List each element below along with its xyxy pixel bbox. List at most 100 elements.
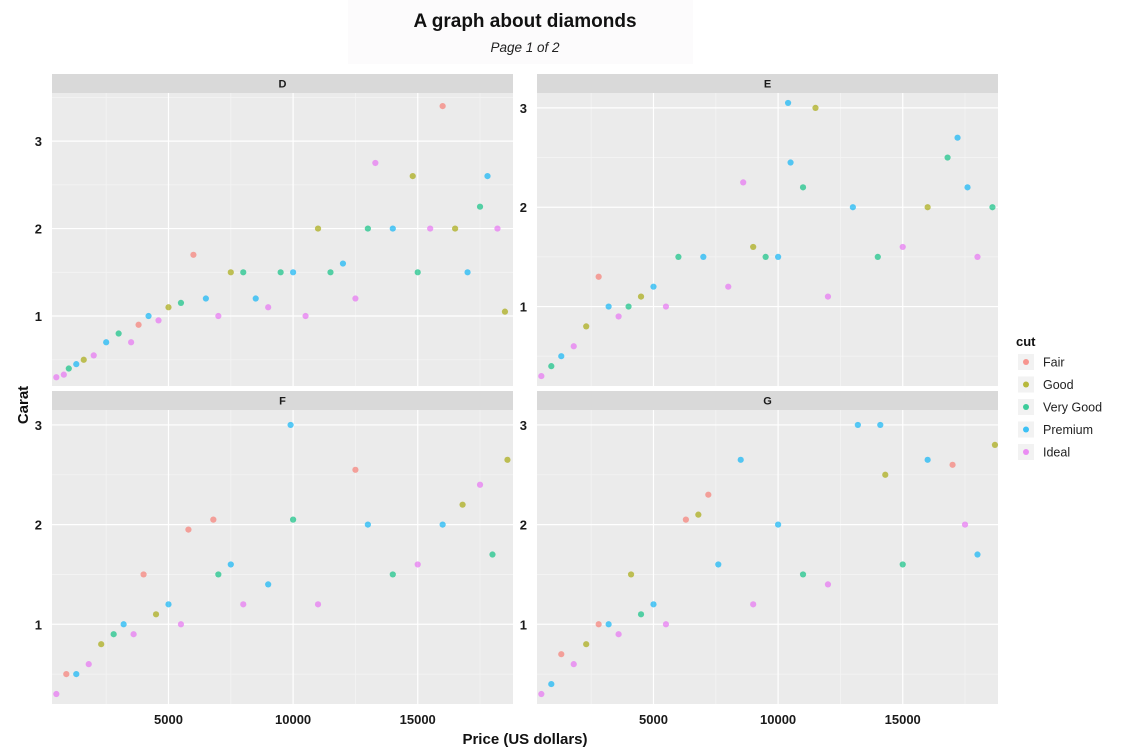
data-point (740, 179, 747, 186)
data-point (494, 225, 501, 232)
legend-label: Ideal (1043, 446, 1070, 460)
data-point (414, 269, 421, 276)
data-point (812, 104, 819, 111)
panel-background (537, 410, 998, 704)
data-point (899, 561, 906, 568)
y-tick-label: 2 (520, 200, 527, 215)
y-tick-label: 3 (520, 418, 527, 433)
y-tick-label: 2 (35, 222, 42, 237)
data-point (787, 159, 794, 166)
facet-strip-label: D (279, 79, 287, 91)
data-point (961, 521, 969, 528)
data-point (227, 561, 234, 568)
data-point (775, 521, 782, 528)
legend-swatch (1023, 426, 1029, 433)
x-tick-label: 10000 (275, 712, 311, 727)
data-point (120, 621, 127, 628)
data-point (824, 293, 832, 300)
data-point (558, 353, 565, 360)
data-point (210, 516, 217, 523)
facet-panel-d: D 1 2 3 (35, 74, 513, 386)
data-point (389, 571, 396, 578)
data-point (177, 299, 185, 307)
data-point (662, 621, 670, 628)
data-point (85, 661, 92, 668)
data-point (290, 516, 297, 523)
data-point (128, 339, 135, 346)
data-point (140, 571, 147, 578)
y-tick-label: 3 (35, 418, 42, 433)
data-point (504, 456, 511, 463)
y-tick-label: 3 (520, 101, 527, 116)
y-tick-label: 1 (35, 309, 42, 324)
data-point (662, 303, 670, 310)
data-point (570, 343, 577, 350)
data-point (240, 269, 247, 276)
facet-strip (52, 391, 513, 410)
y-tick-label: 1 (520, 617, 527, 632)
data-point (899, 243, 906, 251)
data-point (185, 526, 192, 533)
data-point (327, 269, 334, 276)
legend-swatch (1023, 359, 1029, 365)
legend-label: Good (1043, 378, 1074, 392)
data-point (476, 481, 484, 488)
x-tick-label: 10000 (760, 712, 796, 727)
data-point (227, 269, 234, 276)
y-tick-label: 1 (520, 300, 527, 315)
data-point (650, 601, 657, 608)
data-point (625, 303, 632, 310)
y-tick-label: 1 (35, 617, 42, 632)
legend-entry: Ideal (1018, 444, 1070, 460)
data-point (73, 361, 80, 368)
data-point (715, 561, 722, 568)
data-point (725, 283, 732, 290)
y-tick-label: 2 (35, 518, 42, 533)
data-point (924, 204, 931, 211)
data-point (750, 601, 757, 608)
data-point (944, 154, 951, 161)
data-point (605, 621, 612, 628)
data-point (924, 456, 931, 463)
data-point (265, 581, 272, 588)
data-point (290, 269, 297, 276)
data-point (682, 516, 689, 523)
chart-title: A graph about diamonds (413, 11, 636, 32)
points (538, 99, 996, 380)
legend-entry: Very Good (1018, 399, 1102, 415)
facet-panel-g: G 1 2 3 5000 10000 15000 (520, 391, 999, 727)
data-point (854, 421, 861, 429)
data-point (949, 461, 956, 468)
data-point (637, 293, 645, 300)
data-point (63, 671, 70, 678)
data-point (583, 641, 590, 648)
data-point (439, 103, 446, 110)
data-point (637, 611, 645, 618)
x-tick-label: 5000 (639, 712, 668, 727)
data-point (80, 356, 87, 363)
data-point (799, 571, 807, 578)
data-point (784, 99, 792, 107)
points (53, 421, 511, 698)
panel-background (537, 93, 998, 386)
data-point (605, 303, 612, 310)
data-point (53, 690, 60, 698)
data-point (824, 581, 832, 588)
data-point (90, 352, 97, 359)
panel-background (52, 93, 513, 386)
data-point (372, 159, 379, 167)
data-point (409, 172, 416, 180)
data-point (190, 251, 197, 258)
facet-strip (52, 74, 513, 93)
data-point (476, 203, 484, 210)
data-point (615, 313, 622, 320)
data-point (452, 225, 459, 232)
data-point (750, 243, 757, 251)
data-point (627, 571, 635, 578)
legend-label: Premium (1043, 423, 1093, 437)
data-point (152, 611, 160, 618)
data-point (695, 511, 702, 518)
data-point (352, 295, 359, 302)
data-point (964, 184, 971, 191)
